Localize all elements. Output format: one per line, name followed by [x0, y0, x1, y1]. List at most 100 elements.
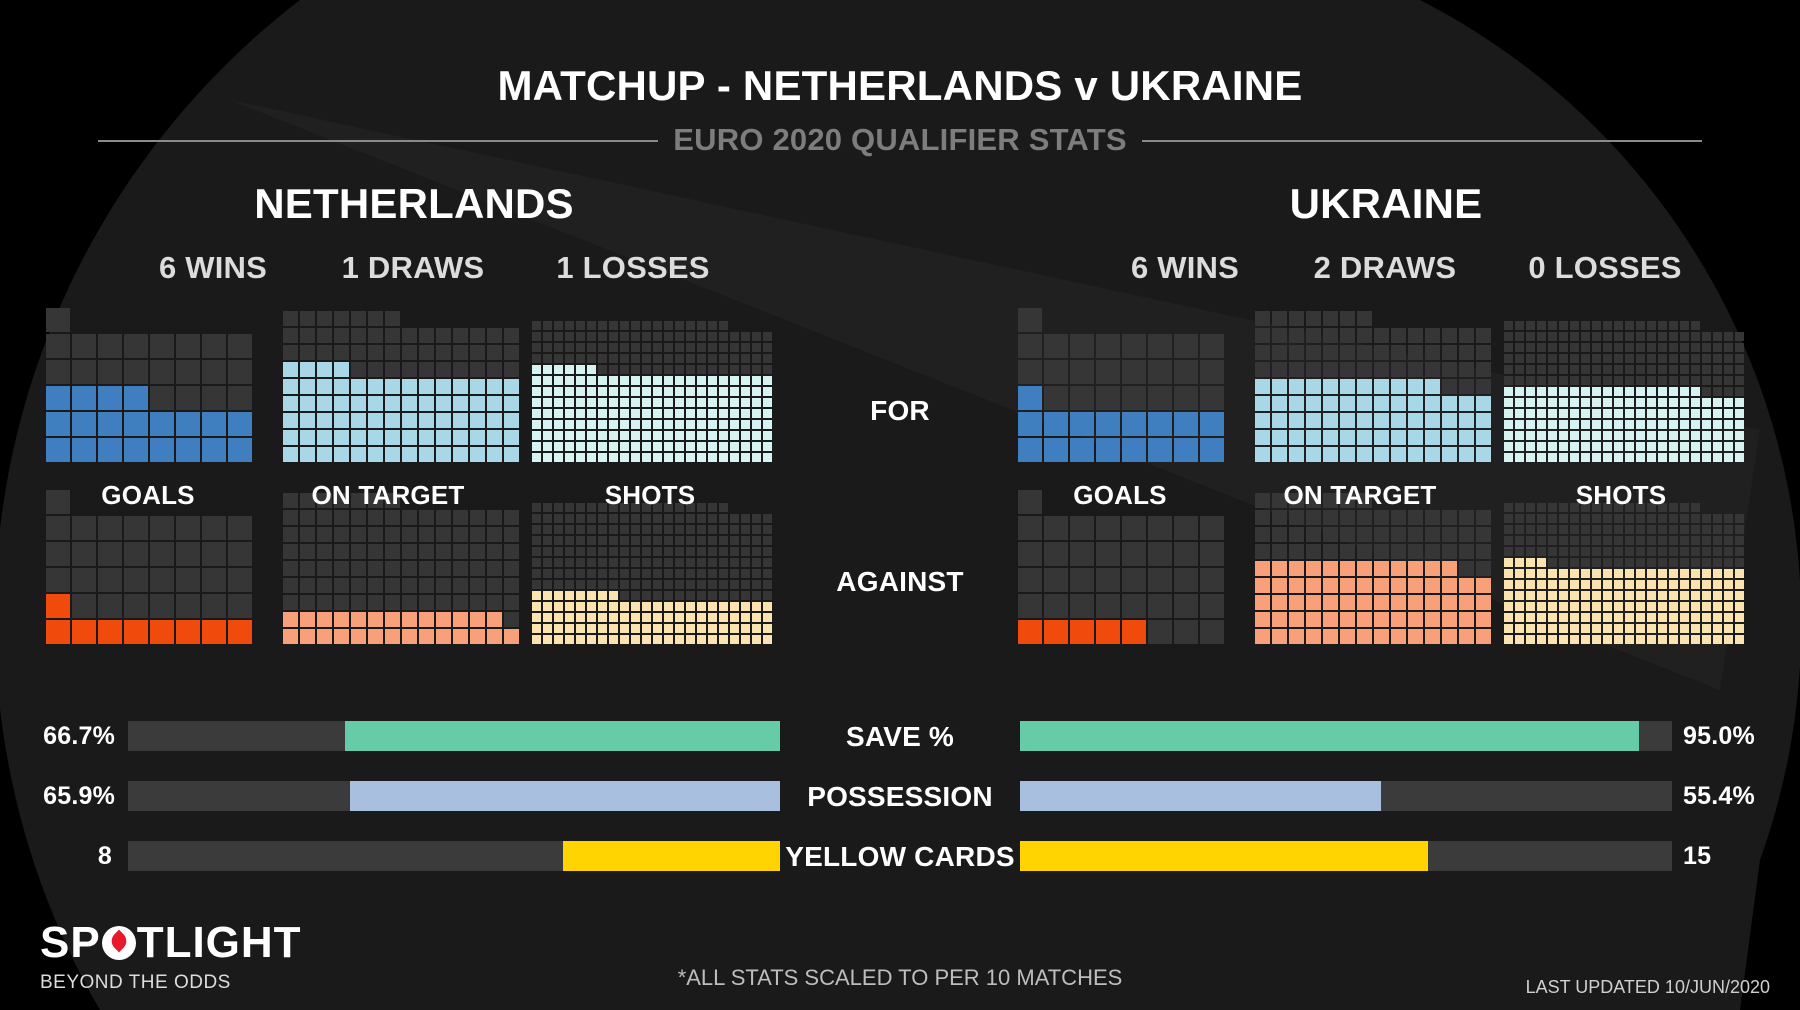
waffle-cell-ukraine-for-shots — [1537, 420, 1546, 429]
waffle-cell-ukraine-against-on-target — [1357, 595, 1372, 610]
waffle-cell-ukraine-for-on-target — [1340, 345, 1355, 360]
waffle-cell-netherlands-for-shots — [697, 354, 706, 363]
waffle-cell-ukraine-for-shots — [1680, 431, 1689, 440]
waffle-cell-ukraine-against-shots — [1526, 547, 1535, 556]
waffle-cell-ukraine-against-shots — [1515, 635, 1524, 644]
waffle-cell-ukraine-against-goals — [1018, 568, 1042, 592]
waffle-cell-netherlands-against-on-target — [317, 595, 332, 610]
waffle-cell-ukraine-for-on-target — [1323, 379, 1338, 394]
waffle-cell-ukraine-against-shots — [1735, 591, 1744, 600]
waffle-cell-netherlands-against-goals — [72, 620, 96, 644]
waffle-cell-netherlands-for-shots — [587, 343, 596, 352]
waffle-cell-ukraine-for-shots — [1680, 387, 1689, 396]
waffle-cell-ukraine-against-on-target — [1340, 629, 1355, 644]
waffle-cell-ukraine-for-shots — [1614, 409, 1623, 418]
waffle-cell-ukraine-for-shots — [1592, 453, 1601, 462]
waffle-cell-ukraine-against-goals — [1200, 568, 1224, 592]
waffle-cell-ukraine-for-goals — [1096, 386, 1120, 410]
waffle-cell-ukraine-for-shots — [1713, 453, 1722, 462]
waffle-cell-ukraine-for-shots — [1658, 343, 1667, 352]
waffle-cell-ukraine-against-on-target — [1323, 493, 1338, 508]
waffle-cell-netherlands-against-goals — [46, 490, 70, 514]
waffle-cell-ukraine-against-shots — [1636, 591, 1645, 600]
waffle-cell-ukraine-for-shots — [1570, 376, 1579, 385]
waffle-cell-ukraine-for-shots — [1559, 354, 1568, 363]
waffle-cell-ukraine-for-shots — [1713, 332, 1722, 341]
waffle-cell-netherlands-for-shots — [532, 343, 541, 352]
waffle-cell-netherlands-against-shots — [686, 536, 695, 545]
waffle-cell-netherlands-against-shots — [741, 624, 750, 633]
waffle-cell-ukraine-for-goals — [1148, 360, 1172, 384]
waffle-cell-ukraine-against-shots — [1636, 525, 1645, 534]
waffle-cell-ukraine-for-on-target — [1255, 311, 1270, 326]
waffle-cell-netherlands-against-shots — [543, 503, 552, 512]
waffle-cell-ukraine-against-shots — [1735, 613, 1744, 622]
waffle-cell-netherlands-against-shots — [697, 624, 706, 633]
waffle-cell-ukraine-against-shots — [1559, 503, 1568, 512]
waffle-cell-netherlands-for-shots — [741, 365, 750, 374]
waffle-cell-netherlands-against-shots — [554, 547, 563, 556]
waffle-cell-ukraine-for-on-target — [1442, 328, 1457, 343]
waffle-cell-ukraine-against-shots — [1592, 569, 1601, 578]
waffle-cell-ukraine-against-on-target — [1272, 595, 1287, 610]
waffle-cell-netherlands-for-on-target — [453, 430, 468, 445]
waffle-cell-ukraine-for-on-target — [1289, 362, 1304, 377]
waffle-cell-ukraine-for-shots — [1592, 354, 1601, 363]
waffle-cell-netherlands-against-goals — [176, 620, 200, 644]
waffle-cell-ukraine-for-on-target — [1459, 379, 1474, 394]
waffle-cell-ukraine-against-shots — [1669, 547, 1678, 556]
waffle-cell-netherlands-against-shots — [642, 569, 651, 578]
waffle-cell-ukraine-for-shots — [1702, 398, 1711, 407]
waffle-cell-ukraine-against-on-target — [1357, 612, 1372, 627]
ukraine-draws: 2 DRAWS — [1313, 250, 1457, 285]
waffle-cell-netherlands-against-on-target — [351, 612, 366, 627]
waffle-cell-netherlands-against-on-target — [470, 527, 485, 542]
waffle-cell-ukraine-for-shots — [1603, 431, 1612, 440]
waffle-cell-netherlands-against-shots — [730, 580, 739, 589]
waffle-cell-ukraine-against-shots — [1658, 569, 1667, 578]
waffle-cell-netherlands-for-on-target — [487, 328, 502, 343]
waffle-cell-ukraine-for-shots — [1669, 420, 1678, 429]
waffle-cell-ukraine-for-on-target — [1323, 447, 1338, 462]
waffle-cell-ukraine-for-goals — [1044, 334, 1068, 358]
waffle-cell-ukraine-for-on-target — [1408, 430, 1423, 445]
waffle-cell-ukraine-for-shots — [1570, 409, 1579, 418]
waffle-cell-netherlands-against-shots — [763, 613, 772, 622]
waffle-cell-netherlands-for-shots — [598, 332, 607, 341]
waffle-cell-netherlands-for-shots — [565, 398, 574, 407]
waffle-cell-netherlands-for-shots — [708, 343, 717, 352]
waffle-cell-netherlands-against-on-target — [470, 578, 485, 593]
waffle-cell-ukraine-for-on-target — [1408, 396, 1423, 411]
waffle-cell-netherlands-against-shots — [598, 558, 607, 567]
waffle-cell-ukraine-against-shots — [1658, 503, 1667, 512]
waffle-cell-ukraine-against-shots — [1537, 514, 1546, 523]
waffle-cell-netherlands-for-shots — [752, 398, 761, 407]
waffle-cell-netherlands-for-shots — [708, 409, 717, 418]
waffle-cell-netherlands-against-shots — [642, 503, 651, 512]
waffle-cell-ukraine-against-on-target — [1425, 544, 1440, 559]
waffle-cell-netherlands-against-shots — [587, 613, 596, 622]
waffle-cell-ukraine-against-shots — [1691, 558, 1700, 567]
waffle-cell-ukraine-against-shots — [1691, 613, 1700, 622]
waffle-cell-ukraine-for-shots — [1603, 321, 1612, 330]
waffle-cell-ukraine-for-shots — [1515, 343, 1524, 352]
waffle-cell-netherlands-for-shots — [708, 442, 717, 451]
waffle-cell-netherlands-against-on-target — [385, 544, 400, 559]
waffle-cell-netherlands-for-shots — [653, 442, 662, 451]
waffle-cell-netherlands-for-on-target — [487, 413, 502, 428]
waffle-cell-netherlands-for-goals — [176, 334, 200, 358]
waffle-cell-ukraine-against-shots — [1658, 558, 1667, 567]
waffle-cell-netherlands-against-shots — [697, 503, 706, 512]
waffle-cell-netherlands-for-shots — [576, 343, 585, 352]
waffle-cell-netherlands-against-shots — [686, 602, 695, 611]
waffle-cell-ukraine-for-on-target — [1374, 328, 1389, 343]
waffle-cell-netherlands-against-shots — [752, 591, 761, 600]
waffle-cell-ukraine-for-shots — [1713, 431, 1722, 440]
waffle-cell-netherlands-for-goals — [150, 438, 174, 462]
waffle-cell-netherlands-for-shots — [697, 409, 706, 418]
waffle-cell-ukraine-against-shots — [1537, 525, 1546, 534]
waffle-cell-ukraine-against-shots — [1625, 558, 1634, 567]
waffle-cell-netherlands-against-shots — [576, 525, 585, 534]
waffle-cell-netherlands-against-shots — [598, 503, 607, 512]
waffle-cell-ukraine-against-shots — [1647, 525, 1656, 534]
